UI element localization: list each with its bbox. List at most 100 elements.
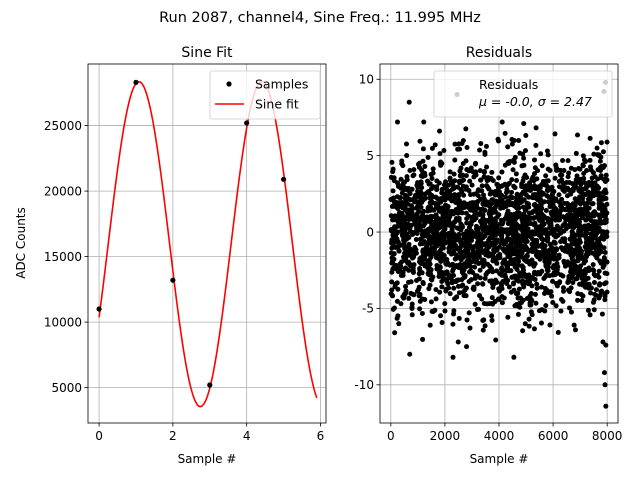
residual-point (481, 192, 487, 198)
residual-point (565, 193, 571, 199)
residual-point (601, 245, 607, 251)
residual-point (597, 164, 603, 170)
residual-point (439, 255, 445, 261)
residual-point (583, 254, 589, 260)
residual-point (521, 121, 527, 127)
residual-point (417, 198, 423, 204)
residual-point (418, 173, 424, 179)
sample-point (133, 79, 139, 85)
residual-point (428, 299, 434, 305)
residual-point (505, 244, 511, 250)
residual-point (466, 188, 472, 194)
residual-point (410, 206, 416, 212)
residual-point (439, 197, 445, 203)
residual-point (431, 251, 437, 257)
residual-point (477, 275, 483, 281)
residual-point (561, 238, 567, 244)
residual-point (454, 246, 460, 252)
residual-point (390, 306, 396, 312)
residual-point (445, 281, 451, 287)
residual-point (467, 325, 473, 331)
residual-point (481, 260, 487, 266)
residual-point (603, 280, 609, 286)
residual-point (535, 243, 541, 249)
residual-point (534, 285, 540, 291)
residual-point (396, 219, 402, 225)
residual-point (407, 213, 413, 219)
residual-point (388, 197, 394, 203)
residual-point (490, 269, 496, 275)
residual-point (591, 151, 597, 157)
residual-point (446, 249, 452, 255)
residual-point (596, 212, 602, 218)
residual-point (576, 177, 582, 183)
residual-point (526, 184, 532, 190)
residual-point (562, 263, 568, 269)
figure-title: Run 2087, channel4, Sine Freq.: 11.995 M… (159, 10, 481, 26)
residual-point (452, 178, 458, 184)
residual-point (493, 337, 499, 343)
residual-point (460, 183, 466, 189)
legend-residuals-label: Residuals (479, 77, 538, 92)
residual-point (460, 255, 466, 261)
residual-point (466, 257, 472, 263)
residual-point (510, 167, 516, 173)
residual-point (520, 234, 526, 240)
sine-fit-curve (98, 80, 318, 408)
residual-point (600, 149, 606, 155)
residual-point (439, 320, 445, 326)
residual-point (491, 232, 497, 238)
sine-fit-xtick-label: 0 (95, 429, 103, 443)
residual-point (538, 189, 544, 195)
residual-point (508, 289, 514, 295)
residual-point (522, 172, 528, 178)
sine-fit-ytick-label: 10000 (44, 315, 82, 329)
residual-point (564, 179, 570, 185)
residual-point (426, 204, 432, 210)
residual-point (515, 262, 521, 268)
residual-point (497, 194, 503, 200)
residual-point (580, 293, 586, 299)
residual-point (404, 235, 410, 241)
residual-point (599, 202, 605, 208)
residual-point (473, 172, 479, 178)
residuals-xtick-label: 6000 (538, 429, 569, 443)
residual-point (439, 219, 445, 225)
residual-point (538, 151, 544, 157)
residual-point (573, 200, 579, 206)
residual-point (416, 271, 422, 277)
residuals-ytick-label: -10 (354, 378, 374, 392)
residual-point (502, 181, 508, 187)
residual-point (575, 297, 581, 303)
residual-point (556, 199, 562, 205)
sine-fit-title: Sine Fit (181, 45, 233, 61)
residual-point (409, 312, 415, 318)
residual-point (565, 203, 571, 209)
residual-point (514, 248, 520, 254)
legend-residuals-stats: μ = -0.0, σ = 2.47 (478, 94, 592, 109)
residual-point (407, 246, 413, 252)
residual-point (480, 327, 486, 333)
residual-point (513, 291, 519, 297)
residual-point (494, 260, 500, 266)
residual-point (426, 236, 432, 242)
residual-point (451, 171, 457, 177)
residual-point (491, 255, 497, 261)
residual-point (473, 160, 479, 166)
residual-point (584, 230, 590, 236)
residual-point (542, 308, 548, 314)
residual-point (549, 191, 555, 197)
residual-point (570, 280, 576, 286)
residual-point (603, 172, 609, 178)
residual-point (419, 310, 425, 316)
residual-point (513, 171, 519, 177)
residual-point (534, 229, 540, 235)
residual-point (523, 192, 529, 198)
residual-point (452, 157, 458, 163)
sine-fit-ytick-label: 25000 (44, 119, 82, 133)
residual-point (543, 248, 549, 254)
residual-point (552, 175, 558, 181)
sine-fit-ticks: 0 2 4 6 5000 10000 15000 20000 25000 (44, 119, 324, 443)
residual-point (558, 203, 564, 209)
residual-point (507, 194, 513, 200)
